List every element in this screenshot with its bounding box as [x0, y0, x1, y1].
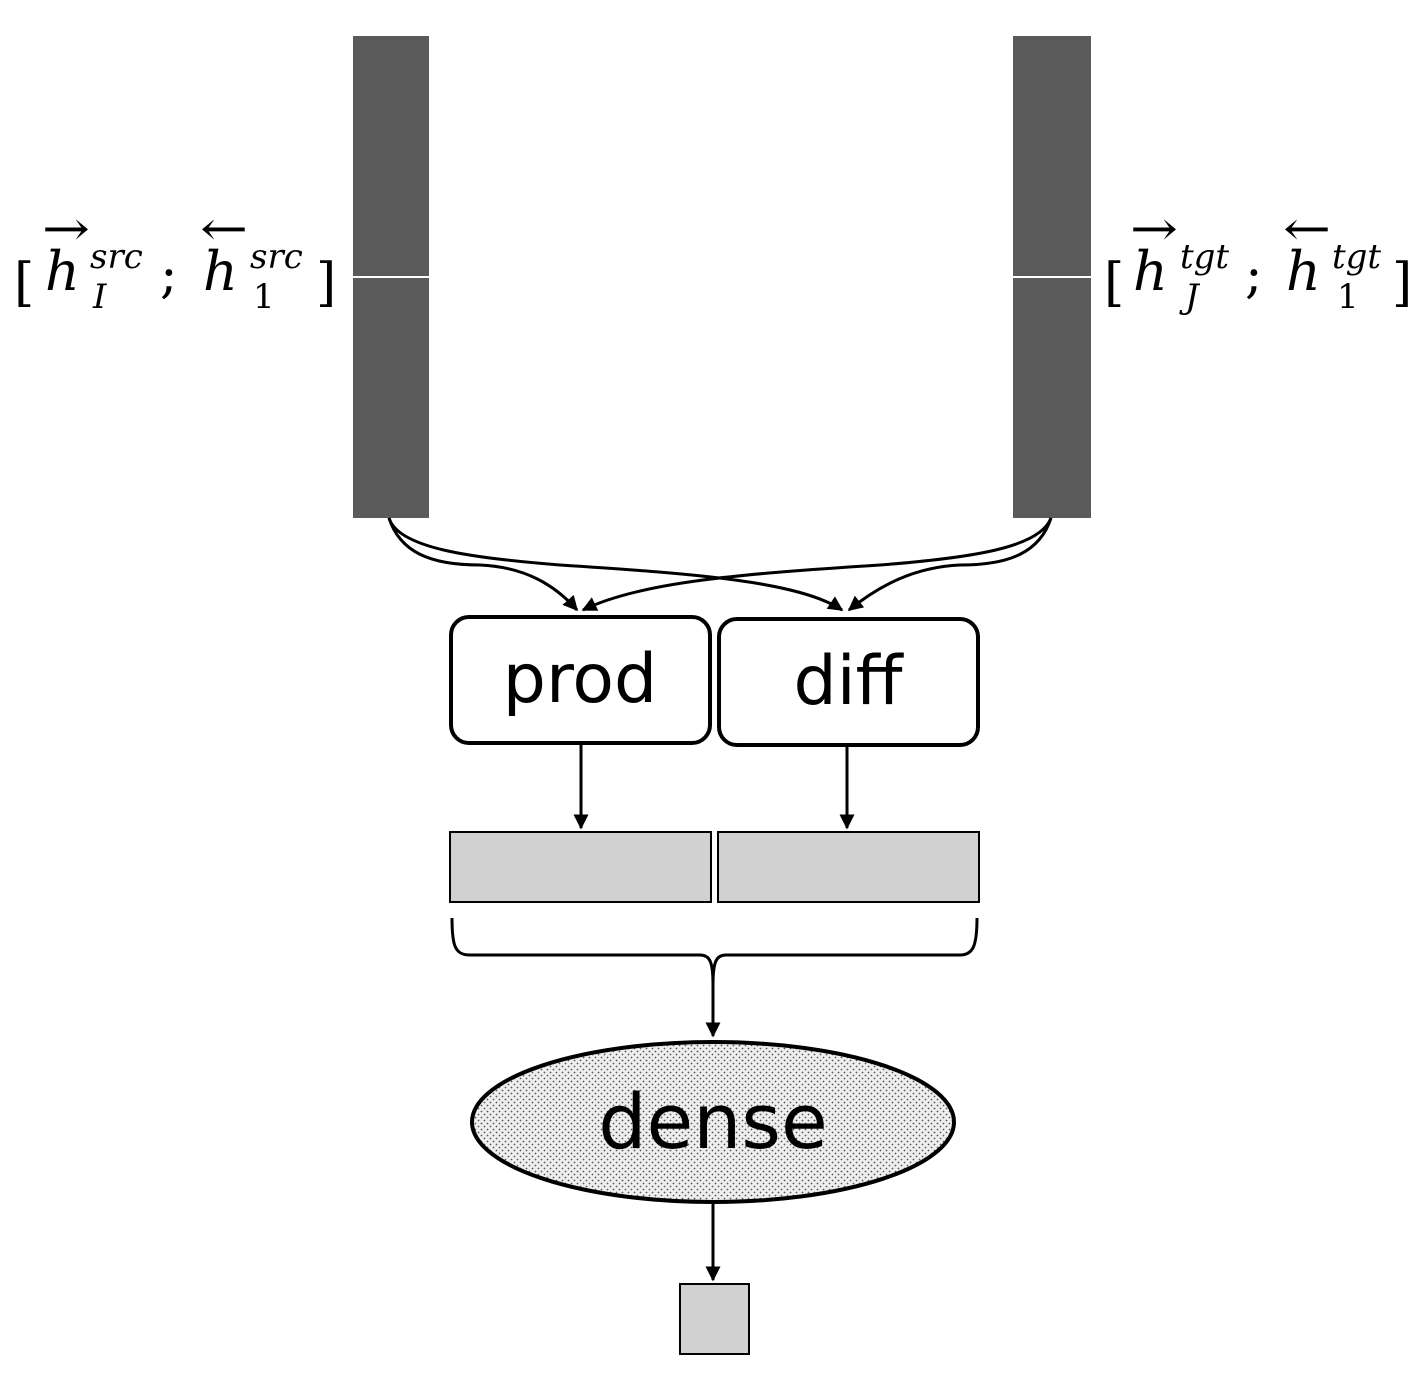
source-label-forward-h: h: [45, 240, 80, 303]
source-label-separator: ;: [160, 245, 178, 305]
input-connectors: [387, 517, 1053, 612]
diff-operation: diff: [717, 617, 980, 747]
connector-target-to-diff: [847, 517, 1053, 612]
target-vector-top-half: [1013, 36, 1091, 276]
dense-label: dense: [598, 1077, 828, 1166]
source-vector: [353, 36, 429, 518]
prod-label: prod: [503, 640, 657, 719]
target-label-open-bracket: [: [1104, 253, 1124, 313]
target-label-backward-sub: 1: [1337, 277, 1359, 317]
target-label-backward-h: h: [1286, 240, 1321, 303]
target-label-close-bracket: ]: [1392, 253, 1412, 313]
source-label-backward-arrow: ←: [200, 201, 248, 257]
concatenation-brace: [450, 917, 979, 986]
source-label-forward-arrow: →: [42, 201, 90, 257]
target-label-separator: ;: [1245, 245, 1263, 305]
source-label-forward-sub: I: [92, 277, 107, 317]
source-vector-top-half: [353, 36, 429, 276]
target-label-backward-arrow: ←: [1283, 201, 1331, 257]
diff-label: diff: [794, 642, 905, 721]
diff-box: [717, 617, 980, 747]
source-label-close-bracket: ]: [316, 253, 336, 313]
source-vector-bottom-half: [353, 278, 429, 518]
output-unit: [679, 1283, 750, 1355]
source-vector-label: [ → h src I ; ← h src 1 ]: [14, 201, 336, 317]
source-label-backward-sup: src: [250, 237, 303, 277]
target-label-forward-sub: J: [1179, 277, 1201, 317]
source-label-open-bracket: [: [14, 253, 34, 313]
target-label-forward-sup: tgt: [1180, 237, 1229, 277]
connector-source-to-diff: [387, 517, 844, 612]
source-label-forward-sup: src: [90, 237, 143, 277]
target-vector-bottom-half: [1013, 278, 1091, 518]
target-label-forward-arrow: →: [1130, 201, 1178, 257]
connector-source-to-prod: [387, 517, 579, 612]
target-label-forward-h: h: [1133, 240, 1168, 303]
prod-feature-vector: [449, 831, 712, 903]
source-label-backward-sub: 1: [253, 277, 275, 317]
source-label-backward-h: h: [203, 240, 238, 303]
target-vector-label: [ → h tgt J ; ← h tgt 1 ]: [1104, 201, 1412, 317]
target-label-backward-sup: tgt: [1332, 237, 1381, 277]
prod-box: [449, 615, 712, 745]
target-vector: [1013, 36, 1091, 518]
dense-layer: dense: [470, 1040, 956, 1204]
diff-feature-vector: [717, 831, 980, 903]
prod-operation: prod: [449, 615, 712, 745]
connector-target-to-prod: [581, 517, 1053, 612]
